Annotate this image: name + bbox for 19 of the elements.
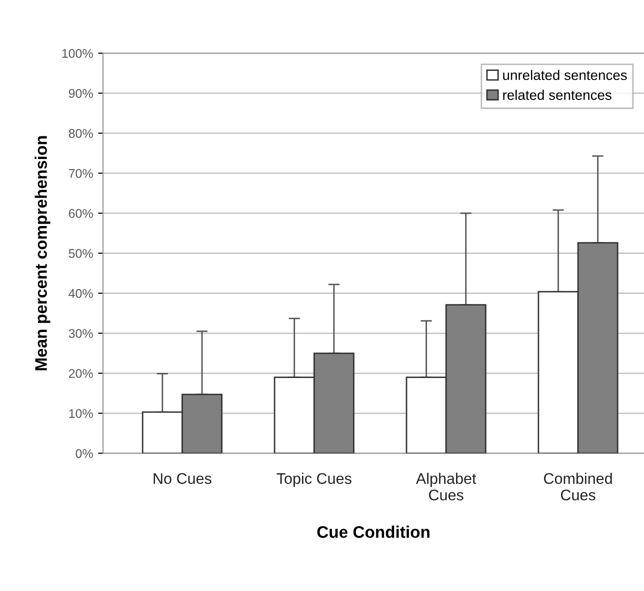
y-tick-label: 0%: [76, 449, 93, 458]
legend-label: unrelated sentences: [503, 70, 627, 80]
y-tick-label: 80%: [68, 129, 93, 138]
y-tick-label: 90%: [68, 89, 93, 98]
y-tick-label: 50%: [68, 249, 93, 258]
x-tick-label: Alphabet Cues: [416, 472, 476, 500]
x-tick-label: No Cues: [154, 473, 212, 484]
y-tick-label: 10%: [69, 409, 93, 418]
x-axis-title: Cue Condition: [317, 526, 430, 538]
y-tick-label: 30%: [68, 329, 93, 338]
y-tick-label: 40%: [68, 289, 93, 298]
y-tick-label: 60%: [68, 209, 93, 218]
x-tick-label: Combined Cues: [544, 472, 612, 500]
legend-label: related sentences: [503, 90, 612, 100]
y-axis-title: Mean percent comprehension: [34, 136, 50, 370]
y-tick-label: 20%: [68, 369, 93, 378]
y-tick-label: 100%: [62, 48, 93, 58]
y-tick-label: 70%: [68, 169, 93, 178]
x-tick-label: Topic Cues: [276, 472, 352, 487]
